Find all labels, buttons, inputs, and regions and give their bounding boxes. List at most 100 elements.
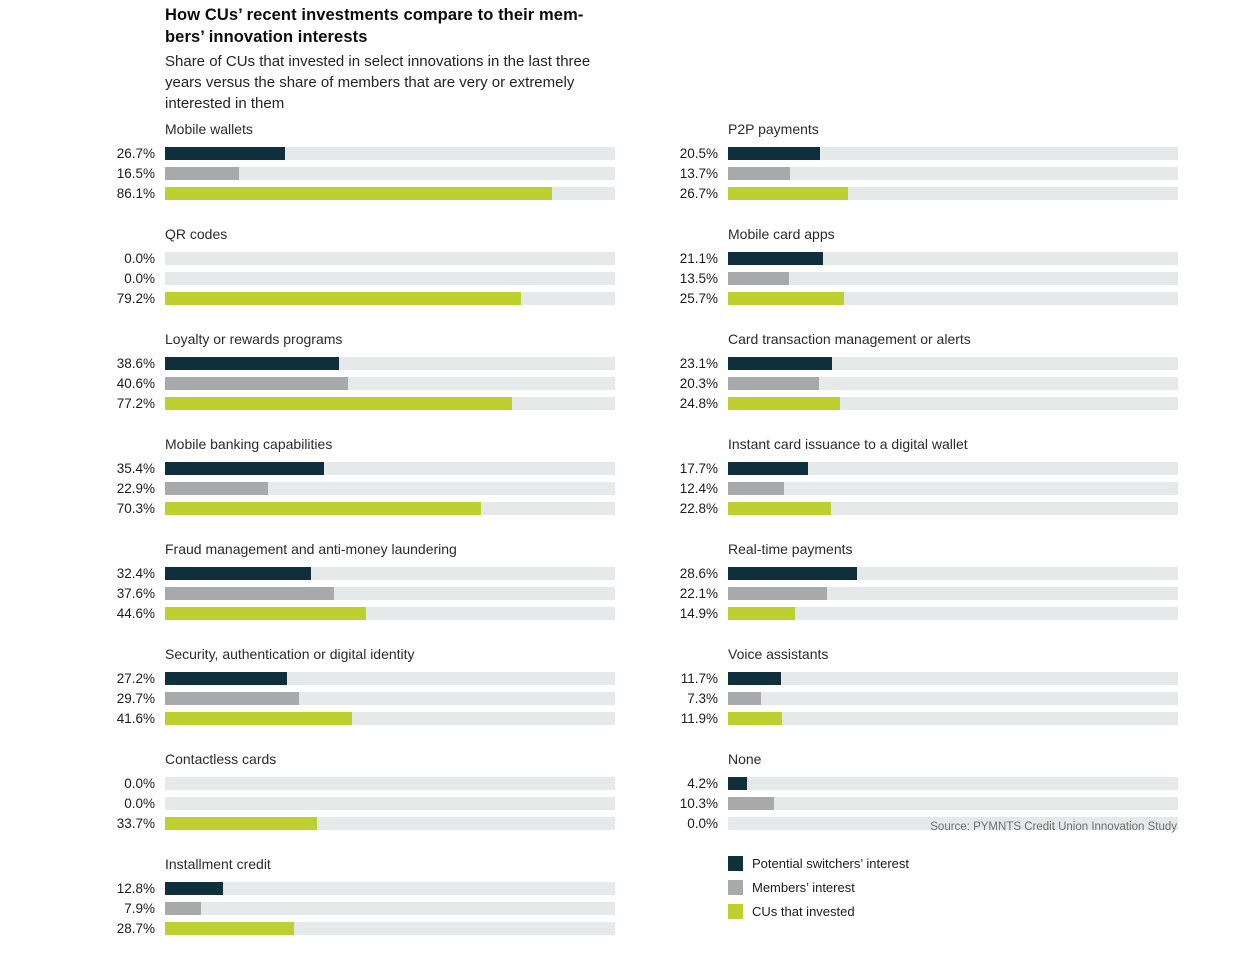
bar-fill-members-interest (728, 377, 820, 390)
bar-track (165, 712, 615, 725)
bar-value-label: 37.6% (116, 586, 155, 601)
bar-row: 10.3% (663, 796, 1178, 811)
bar-row: 38.6% (100, 356, 615, 371)
bar-fill-cus-that-invested (165, 922, 295, 935)
chart-group-fraud-management-and-anti-money-laundering: Fraud management and anti-money launderi… (100, 541, 615, 621)
bar-row: 17.7% (663, 461, 1178, 476)
bar-value-label: 7.9% (124, 901, 155, 916)
bar-value-label: 0.0% (124, 776, 155, 791)
chart-group-title: None (728, 751, 762, 767)
bar-track (165, 567, 615, 580)
chart-group-instant-card-issuance-to-a-digital-wallet: Instant card issuance to a digital walle… (663, 436, 1178, 516)
bar-row: 13.7% (663, 166, 1178, 181)
bar-fill-potential-switchers-interest (728, 462, 808, 475)
bar-track (165, 147, 615, 160)
chart-group-qr-codes: QR codes 0.0% 0.0% 79.2% (100, 226, 615, 306)
bar-value-label: 23.1% (679, 356, 718, 371)
chart-column-left: Mobile wallets 26.7% 16.5% 86.1% QR codes 0.0… (100, 121, 615, 955)
bar-fill-potential-switchers-interest (728, 147, 821, 160)
bar-value-label: 14.9% (679, 606, 718, 621)
bar-track (728, 357, 1178, 370)
bar-track (165, 502, 615, 515)
bar-row: 0.0% (663, 816, 1178, 831)
legend-item-potential-switchers-interest: Potential switchers’ interest (728, 856, 909, 871)
bar-value-label: 16.5% (116, 166, 155, 181)
bar-row: 21.1% (663, 251, 1178, 266)
bar-value-label: 26.7% (116, 146, 155, 161)
bar-fill-members-interest (728, 482, 784, 495)
bar-row: 28.6% (663, 566, 1178, 581)
chart-group-none: None 4.2% 10.3% 0.0% (663, 751, 1178, 831)
bar-fill-cus-that-invested (728, 607, 796, 620)
chart-column-right: P2P payments 20.5% 13.7% 26.7% Mobile card a… (663, 121, 1178, 856)
bar-value-label: 4.2% (687, 776, 718, 791)
bar-track (165, 167, 615, 180)
bar-fill-cus-that-invested (165, 607, 366, 620)
bar-fill-potential-switchers-interest (728, 357, 832, 370)
bar-row: 28.7% (100, 921, 615, 936)
bar-row: 0.0% (100, 271, 615, 286)
bar-value-label: 22.9% (116, 481, 155, 496)
bar-value-label: 13.7% (679, 166, 718, 181)
bar-fill-members-interest (165, 902, 201, 915)
bar-fill-cus-that-invested (165, 502, 482, 515)
bar-row: 37.6% (100, 586, 615, 601)
bar-value-label: 0.0% (124, 251, 155, 266)
bar-fill-potential-switchers-interest (165, 882, 223, 895)
bar-fill-cus-that-invested (728, 187, 849, 200)
bar-track (165, 587, 615, 600)
legend-item-cus-that-invested: CUs that invested (728, 904, 909, 919)
chart-title-line2: bers’ innovation interests (165, 27, 368, 46)
bar-value-label: 0.0% (687, 816, 718, 831)
chart-group-voice-assistants: Voice assistants 11.7% 7.3% 11.9% (663, 646, 1178, 726)
bar-track (728, 482, 1178, 495)
bar-track (165, 817, 615, 830)
bar-fill-cus-that-invested (728, 712, 782, 725)
bar-value-label: 27.2% (116, 671, 155, 686)
bar-track (728, 607, 1178, 620)
bar-value-label: 86.1% (116, 186, 155, 201)
bar-row: 27.2% (100, 671, 615, 686)
bar-value-label: 20.3% (679, 376, 718, 391)
bar-fill-potential-switchers-interest (165, 147, 286, 160)
bar-row: 86.1% (100, 186, 615, 201)
chart-group-title: Installment credit (165, 856, 271, 872)
bar-track (728, 292, 1178, 305)
bar-value-label: 70.3% (116, 501, 155, 516)
bar-value-label: 20.5% (679, 146, 718, 161)
chart-group-mobile-wallets: Mobile wallets 26.7% 16.5% 86.1% (100, 121, 615, 201)
bar-track (165, 397, 615, 410)
bar-fill-cus-that-invested (165, 397, 513, 410)
bar-track (165, 252, 615, 265)
bar-fill-cus-that-invested (165, 187, 553, 200)
bar-fill-potential-switchers-interest (728, 567, 857, 580)
bar-row: 0.0% (100, 776, 615, 791)
bar-track (165, 357, 615, 370)
bar-fill-members-interest (165, 167, 240, 180)
bar-row: 12.4% (663, 481, 1178, 496)
bar-value-label: 35.4% (116, 461, 155, 476)
bar-row: 4.2% (663, 776, 1178, 791)
bar-fill-potential-switchers-interest (728, 672, 781, 685)
bar-fill-members-interest (728, 797, 775, 810)
bar-track (728, 587, 1178, 600)
bar-value-label: 32.4% (116, 566, 155, 581)
chart-group-title: Mobile banking capabilities (165, 436, 333, 452)
bar-value-label: 22.1% (679, 586, 718, 601)
bar-row: 22.9% (100, 481, 615, 496)
bar-value-label: 12.4% (679, 481, 718, 496)
chart-group-title: Loyalty or rewards programs (165, 331, 343, 347)
bar-fill-potential-switchers-interest (165, 567, 311, 580)
chart-title-line1: How CUs’ recent investments compare to t… (165, 6, 584, 24)
legend-swatch-icon (728, 880, 743, 895)
bar-fill-potential-switchers-interest (165, 672, 288, 685)
bar-row: 24.8% (663, 396, 1178, 411)
bar-fill-cus-that-invested (728, 292, 844, 305)
bar-fill-potential-switchers-interest (728, 252, 823, 265)
bar-value-label: 21.1% (679, 251, 718, 266)
bar-row: 35.4% (100, 461, 615, 476)
bar-row: 13.5% (663, 271, 1178, 286)
bar-row: 41.6% (100, 711, 615, 726)
bar-row: 20.3% (663, 376, 1178, 391)
